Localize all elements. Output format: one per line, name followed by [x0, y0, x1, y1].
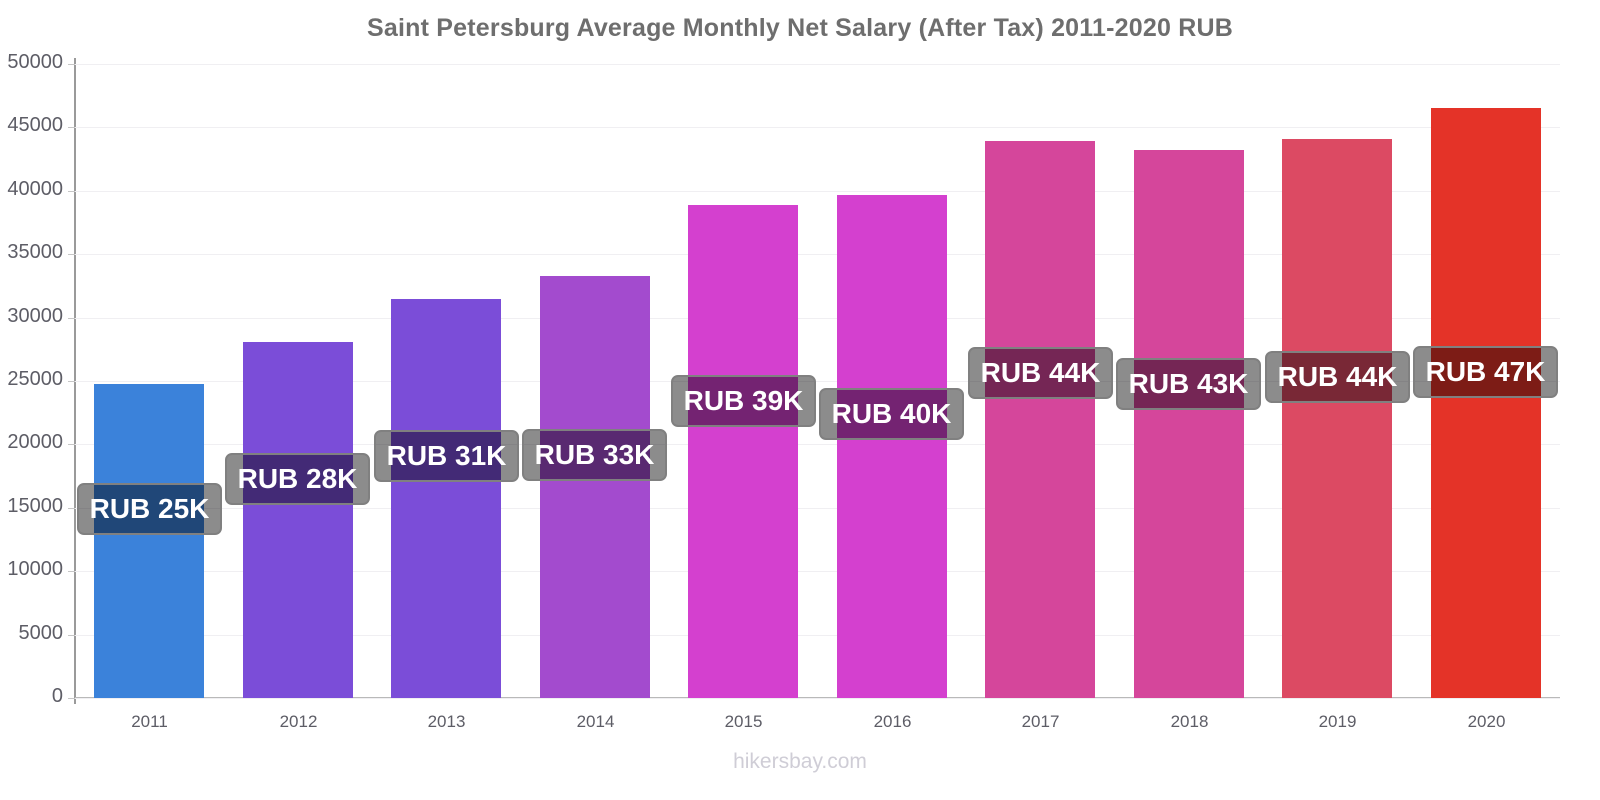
bar[interactable]: [688, 205, 798, 698]
y-axis-tick-mark: [68, 318, 75, 319]
x-axis-tick-label: 2012: [279, 712, 318, 731]
bar-value-label: RUB 44K: [1265, 351, 1410, 403]
y-axis-tick-mark: [68, 254, 75, 255]
y-axis-tick-mark: [68, 127, 75, 128]
y-axis-tick-label: 35000: [7, 241, 63, 264]
gridline: [75, 635, 1560, 636]
bar-value-label: RUB 47K: [1413, 346, 1558, 398]
y-axis-tick-label: 0: [51, 685, 63, 707]
x-axis-tick-label: 2015: [724, 712, 763, 731]
bar[interactable]: [985, 141, 1095, 698]
gridline: [75, 444, 1560, 445]
x-axis-tick-label: 2011: [131, 712, 168, 731]
gridline: [75, 127, 1560, 128]
y-axis-tick-label: 30000: [7, 304, 63, 327]
bar[interactable]: [391, 299, 501, 698]
y-axis-tick-label: 5000: [18, 621, 64, 644]
bar[interactable]: [540, 276, 650, 698]
y-axis-tick-label: 15000: [7, 494, 63, 517]
gridline: [75, 381, 1560, 382]
gridline: [75, 571, 1560, 572]
chart-title: Saint Petersburg Average Monthly Net Sal…: [367, 14, 1233, 42]
gridline: [75, 508, 1560, 509]
x-axis-tick-label: 2018: [1170, 712, 1209, 731]
bar[interactable]: [243, 342, 353, 698]
y-axis-tick-mark: [68, 444, 75, 445]
y-axis-tick-label: 40000: [7, 177, 63, 200]
bar-value-label: RUB 31K: [374, 430, 519, 482]
bar-value-label: RUB 40K: [819, 388, 964, 440]
y-axis-tick-label: 45000: [7, 114, 63, 137]
x-axis-tick-label: 2014: [576, 712, 615, 731]
y-axis-tick-mark: [68, 698, 75, 699]
bar[interactable]: [1282, 139, 1392, 698]
gridline: [75, 64, 1560, 65]
y-axis-tick-label: 25000: [7, 368, 63, 390]
footer-credit: hikersbay.com: [733, 750, 867, 773]
bar-value-label: RUB 44K: [968, 347, 1113, 399]
plot-area: [75, 64, 1560, 698]
y-axis-tick-label: 20000: [7, 431, 63, 454]
bar-value-label: RUB 25K: [77, 483, 222, 535]
gridline: [75, 318, 1560, 319]
y-axis-tick-label: 50000: [7, 51, 63, 73]
x-axis-tick-label: 2016: [873, 712, 912, 731]
x-axis-tick-label: 2013: [427, 712, 466, 731]
gridline: [75, 698, 1560, 699]
gridline: [75, 191, 1560, 192]
x-axis-tick-label: 2020: [1467, 712, 1506, 731]
y-axis-tick-mark: [68, 571, 75, 572]
bar[interactable]: [837, 195, 947, 698]
x-axis-tick-label: 2019: [1318, 712, 1357, 731]
bar-value-label: RUB 43K: [1116, 358, 1261, 410]
y-axis-tick-mark: [68, 508, 75, 509]
y-axis-tick-label: 10000: [7, 558, 63, 581]
y-axis-tick-mark: [68, 64, 75, 65]
bar-value-label: RUB 39K: [671, 375, 816, 427]
bar[interactable]: [94, 384, 204, 698]
bar-value-label: RUB 33K: [522, 429, 667, 481]
x-axis-tick-label: 2017: [1021, 712, 1060, 731]
bar[interactable]: [1134, 150, 1244, 698]
y-axis-tick-mark: [68, 635, 75, 636]
bar[interactable]: [1431, 108, 1541, 698]
gridline: [75, 254, 1560, 255]
y-axis-tick-mark: [68, 191, 75, 192]
bar-value-label: RUB 28K: [225, 453, 370, 505]
y-axis-tick-mark: [68, 381, 75, 382]
